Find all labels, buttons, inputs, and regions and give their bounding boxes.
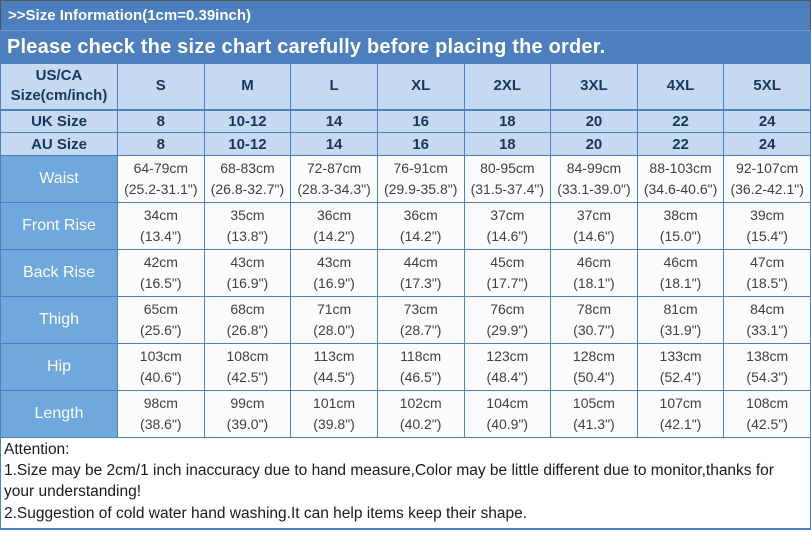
measurement-value-cell: 88-103cm (34.6-40.6") — [636, 155, 725, 203]
size-value-cell: 20 — [550, 109, 638, 133]
measurement-value-cell: 71cm (28.0") — [290, 296, 378, 344]
measurement-value-cell: 84cm (33.1") — [723, 296, 811, 344]
measurement-value-cell: 36cm (14.2") — [290, 202, 378, 250]
measurement-value-cell: 103cm (40.6") — [117, 343, 205, 391]
measurement-value-cell: 133cm (52.4") — [636, 343, 725, 391]
attention-note-2: 2.Suggestion of cold water hand washing.… — [4, 504, 528, 522]
size-column-header: 3XL — [550, 63, 638, 111]
size-column-header: L — [290, 63, 378, 111]
measurement-value-cell: 68-83cm (26.8-32.7") — [203, 155, 292, 203]
measurement-value-cell: 108cm (42.5") — [203, 343, 292, 391]
measurement-value-cell: 43cm (16.9") — [290, 249, 378, 297]
measurement-value-cell: 46cm (18.1") — [636, 249, 725, 297]
measurement-value-cell: 72-87cm (28.3-34.3") — [290, 155, 378, 203]
region-size-label: UK Size — [0, 109, 118, 133]
measurement-value-cell: 81cm (31.9") — [636, 296, 725, 344]
size-value-cell: 8 — [117, 132, 205, 156]
size-column-header: M — [203, 63, 292, 111]
table-row: Waist 64-79cm (25.2-31.1") 68-83cm (26.8-3… — [0, 155, 811, 203]
measurement-label: Front Rise — [0, 202, 118, 250]
size-value-cell: 24 — [723, 132, 811, 156]
measurement-value-cell: 39cm (15.4") — [723, 202, 811, 250]
table-row: Front Rise 34cm (13.4") 35cm (13.8") 36cm (… — [0, 202, 811, 250]
measurement-value-cell: 107cm (42.1") — [636, 390, 725, 438]
size-value-cell: 14 — [290, 109, 378, 133]
size-column-header: 5XL — [723, 63, 811, 111]
measurement-value-cell: 99cm (39.0") — [203, 390, 292, 438]
measurement-value-cell: 118cm (46.5") — [376, 343, 465, 391]
measurement-value-cell: 43cm (16.9") — [203, 249, 292, 297]
measurement-value-cell: 36cm (14.2") — [376, 202, 465, 250]
size-value-cell: 8 — [117, 109, 205, 133]
measurement-value-cell: 101cm (39.8") — [290, 390, 378, 438]
table-row: Hip 103cm (40.6") 108cm (42.5") 113cm (44.5… — [0, 343, 811, 391]
size-value-cell: 16 — [376, 109, 465, 133]
corner-header-cell: US/CA Size(cm/inch) — [0, 63, 118, 111]
measurement-value-cell: 44cm (17.3") — [376, 249, 465, 297]
size-information-title: >>Size Information(1cm=0.39inch) — [0, 0, 811, 30]
size-value-cell: 20 — [550, 132, 638, 156]
measurement-value-cell: 80-95cm (31.5-37.4") — [463, 155, 552, 203]
size-value-cell: 22 — [636, 109, 725, 133]
measurement-value-cell: 84-99cm (33.1-39.0") — [550, 155, 638, 203]
measurement-value-cell: 46cm (18.1") — [550, 249, 638, 297]
region-size-label: AU Size — [0, 132, 118, 156]
measurement-value-cell: 68cm (26.8") — [203, 296, 292, 344]
measurement-value-cell: 45cm (17.7") — [463, 249, 552, 297]
size-chart-table: US/CA Size(cm/inch) S M L XL 2XL 3XL 4XL 5XL UK … — [0, 63, 811, 438]
measurement-value-cell: 37cm (14.6") — [550, 202, 638, 250]
measurement-value-cell: 98cm (38.6") — [117, 390, 205, 438]
measurement-value-cell: 123cm (48.4") — [463, 343, 552, 391]
measurement-value-cell: 138cm (54.3") — [723, 343, 811, 391]
measurement-value-cell: 73cm (28.7") — [376, 296, 465, 344]
measurement-value-cell: 108cm (42.5") — [723, 390, 811, 438]
measurement-label: Length — [0, 390, 118, 438]
table-row: Thigh 65cm (25.6") 68cm (26.8") 71cm (28.0"… — [0, 296, 811, 344]
measurement-value-cell: 78cm (30.7") — [550, 296, 638, 344]
measurement-value-cell: 105cm (41.3") — [550, 390, 638, 438]
measurement-value-cell: 102cm (40.2") — [376, 390, 465, 438]
size-value-cell: 16 — [376, 132, 465, 156]
measurement-value-cell: 38cm (15.0") — [636, 202, 725, 250]
size-value-cell: 10-12 — [203, 109, 292, 133]
attention-note-1: 1.Size may be 2cm/1 inch inaccuracy due … — [4, 462, 774, 501]
measurement-label: Back Rise — [0, 249, 118, 297]
measurement-value-cell: 64-79cm (25.2-31.1") — [117, 155, 205, 203]
size-column-header: 2XL — [463, 63, 552, 111]
table-row: UK Size 8 10-12 14 16 18 20 22 24 — [0, 109, 811, 133]
measurement-value-cell: 34cm (13.4") — [117, 202, 205, 250]
measurement-value-cell: 42cm (16.5") — [117, 249, 205, 297]
measurement-value-cell: 35cm (13.8") — [203, 202, 292, 250]
measurement-value-cell: 104cm (40.9") — [463, 390, 552, 438]
table-row: Length 98cm (38.6") 99cm (39.0") 101cm (39.… — [0, 390, 811, 438]
measurement-value-cell: 92-107cm (36.2-42.1") — [723, 155, 811, 203]
size-column-header: S — [117, 63, 205, 111]
size-value-cell: 18 — [463, 132, 552, 156]
size-value-cell: 22 — [636, 132, 725, 156]
measurement-value-cell: 65cm (25.6") — [117, 296, 205, 344]
size-column-header: 4XL — [636, 63, 725, 111]
attention-section: Attention: 1.Size may be 2cm/1 inch inac… — [0, 438, 811, 530]
size-value-cell: 10-12 — [203, 132, 292, 156]
measurement-label: Waist — [0, 155, 118, 203]
table-row: AU Size 8 10-12 14 16 18 20 22 24 — [0, 132, 811, 156]
measurement-value-cell: 37cm (14.6") — [463, 202, 552, 250]
size-value-cell: 18 — [463, 109, 552, 133]
measurement-label: Thigh — [0, 296, 118, 344]
measurement-value-cell: 47cm (18.5") — [723, 249, 811, 297]
measurement-value-cell: 76-91cm (29.9-35.8") — [376, 155, 465, 203]
measurement-label: Hip — [0, 343, 118, 391]
measurement-value-cell: 128cm (50.4") — [550, 343, 638, 391]
size-value-cell: 24 — [723, 109, 811, 133]
size-value-cell: 14 — [290, 132, 378, 156]
size-chart-notice: Please check the size chart carefully be… — [0, 30, 811, 63]
size-chart-header-row: US/CA Size(cm/inch) S M L XL 2XL 3XL 4XL 5XL — [0, 63, 811, 111]
size-chart-body: UK Size 8 10-12 14 16 18 20 22 24 AU Size 8 10-12 14… — [0, 109, 811, 438]
size-column-header: XL — [376, 63, 465, 111]
table-row: Back Rise 42cm (16.5") 43cm (16.9") 43cm (1… — [0, 249, 811, 297]
attention-heading: Attention: — [4, 441, 70, 458]
measurement-value-cell: 113cm (44.5") — [290, 343, 378, 391]
measurement-value-cell: 76cm (29.9") — [463, 296, 552, 344]
